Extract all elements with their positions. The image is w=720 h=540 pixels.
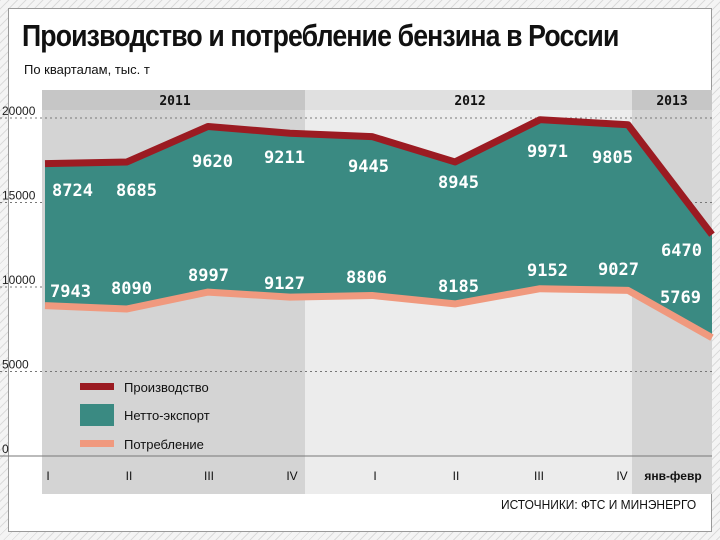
x-tick-label-3: III xyxy=(204,469,214,483)
production-label-1: 8724 xyxy=(52,181,93,201)
legend-label-production: Производство xyxy=(124,380,209,395)
consumption-label-9: 5769 xyxy=(660,288,701,308)
legend-swatch-net-export xyxy=(80,404,114,426)
year-header-3 xyxy=(632,90,712,110)
consumption-line xyxy=(44,285,714,341)
year-label-2012: 2012 xyxy=(454,94,485,109)
production-label-2: 8685 xyxy=(116,181,157,201)
y-tick-label-20000: 20000 xyxy=(2,104,36,118)
production-label-3: 9620 xyxy=(192,152,233,172)
y-tick-label-0: 0 xyxy=(2,442,9,456)
production-label-9: 6470 xyxy=(661,241,702,261)
production-label-5: 9445 xyxy=(348,157,389,177)
x-tick-label-2: II xyxy=(126,469,133,483)
y-tick-label-10000: 10000 xyxy=(2,273,36,287)
year-label-2013: 2013 xyxy=(656,94,687,109)
y-tick-label-5000: 5000 xyxy=(2,358,29,372)
consumption-label-5: 8806 xyxy=(346,268,387,288)
production-label-4: 9211 xyxy=(264,148,305,168)
legend-label-net-export: Нетто-экспорт xyxy=(124,408,210,423)
source-note: ИСТОЧНИКИ: ФТС И МИНЭНЕРГО xyxy=(500,497,696,512)
chart-title: Производство и потребление бензина в Рос… xyxy=(22,18,619,53)
production-label-6: 8945 xyxy=(438,173,479,193)
consumption-label-1: 7943 xyxy=(50,282,91,302)
legend-swatch-production xyxy=(80,383,114,390)
consumption-label-6: 8185 xyxy=(438,277,479,297)
x-tick-label-8: IV xyxy=(616,469,627,483)
consumption-label-3: 8997 xyxy=(188,266,229,286)
x-tick-label-5: I xyxy=(373,469,376,483)
net-export-area xyxy=(45,119,712,338)
production-label-7: 9971 xyxy=(527,142,568,162)
year-label-2011: 2011 xyxy=(159,94,190,109)
consumption-label-7: 9152 xyxy=(527,261,568,281)
production-line xyxy=(44,116,715,237)
legend-label-consumption: Потребление xyxy=(124,437,204,452)
x-tick-label-4: IV xyxy=(286,469,297,483)
year-header-1 xyxy=(42,90,305,110)
chart-subtitle: По кварталам, тыс. т xyxy=(24,62,150,77)
x-tick-label-1: I xyxy=(46,469,49,483)
production-label-8: 9805 xyxy=(592,148,633,168)
year-header-2 xyxy=(305,90,632,110)
x-tick-label-6: II xyxy=(453,469,460,483)
consumption-label-8: 9027 xyxy=(598,260,639,280)
legend-swatch-consumption xyxy=(80,440,114,447)
x-tick-label-7: III xyxy=(534,469,544,483)
x-tick-label-9: янв-февр xyxy=(644,469,701,483)
consumption-label-4: 9127 xyxy=(264,274,305,294)
consumption-label-2: 8090 xyxy=(111,279,152,299)
y-tick-label-15000: 15000 xyxy=(2,189,36,203)
